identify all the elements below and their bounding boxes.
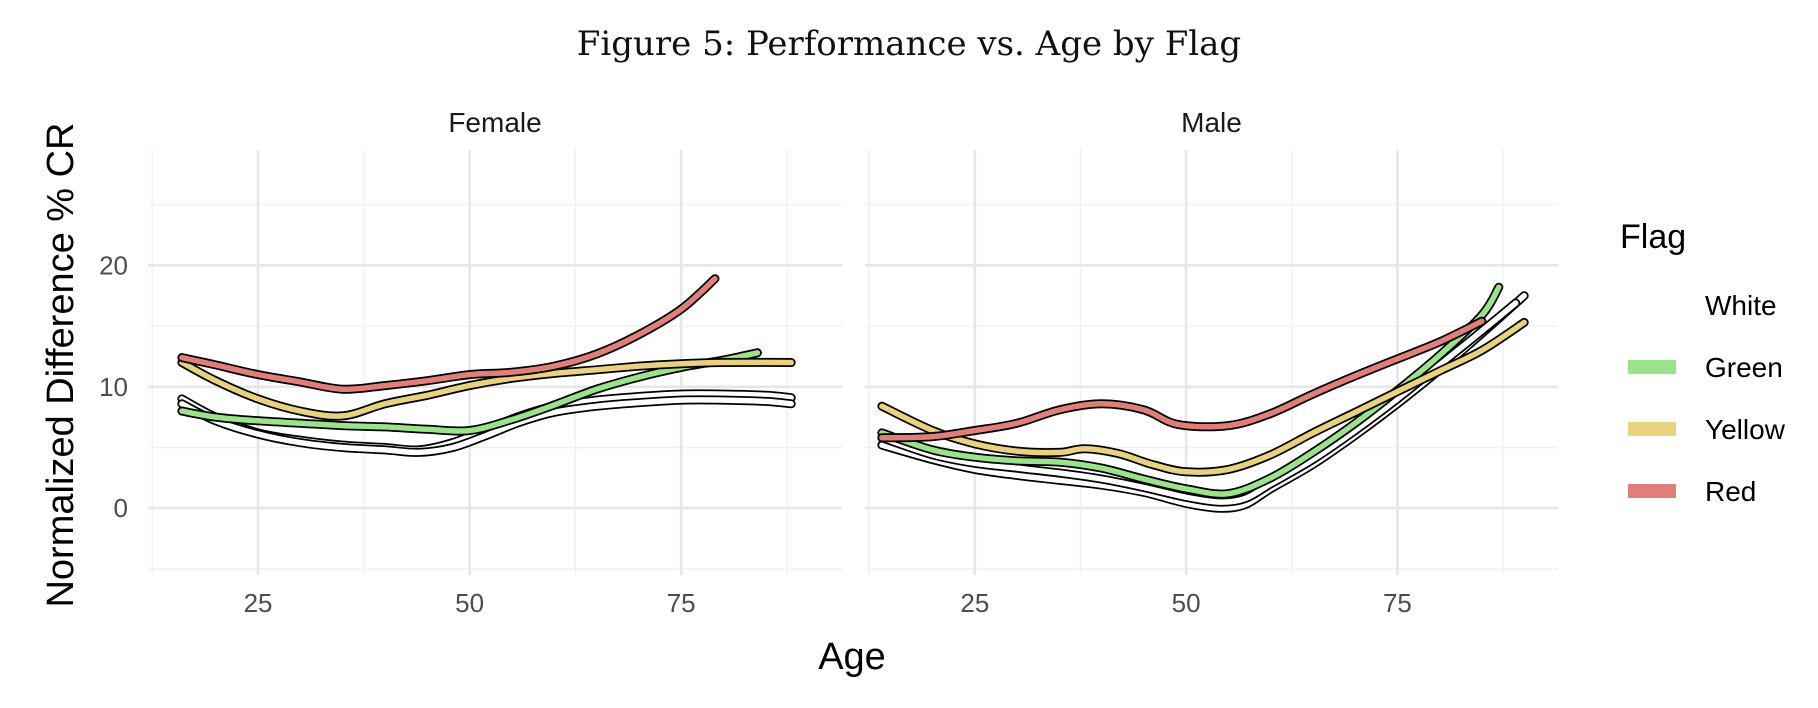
x-tick-label: 25 [960,588,989,618]
x-tick-label: 25 [244,588,273,618]
panel-strip-label: Female [448,107,541,138]
x-tick-label: 75 [1383,588,1412,618]
y-axis-label: Normalized Difference % CR [40,122,82,607]
series-line-yellow [177,357,796,421]
x-axis-label: Age [818,636,886,678]
chart-title: Figure 5: Performance vs. Age by Flag [577,24,1241,64]
series-line-green [877,282,1504,499]
y-tick-label: 10 [99,372,128,402]
legend-item-green: Green [1628,352,1783,383]
series-line-red [877,316,1487,443]
panel-strip-label: Male [1181,107,1242,138]
series-line-green [177,348,762,436]
y-tick-label: 20 [99,250,128,280]
panel-male: Male 25 50 75 [865,107,1558,618]
legend-label: White [1705,290,1777,321]
series-line-red [177,274,720,394]
legend-item-yellow: Yellow [1628,414,1786,445]
legend: Flag White Green Yellow Red [1620,218,1786,507]
legend-title: Flag [1620,218,1686,256]
legend-label: Yellow [1705,414,1786,445]
series-line-yellow [877,317,1529,477]
x-tick-label: 75 [667,588,696,618]
legend-label: Green [1705,352,1783,383]
y-tick-label: 0 [114,493,128,523]
legend-item-red: Red [1628,476,1756,507]
plot-panels: Female 25 50 75 0 10 20 Male 25 50 75 [99,107,1558,618]
panel-female: Female 25 50 75 0 10 20 [99,107,842,618]
x-tick-label: 50 [1172,588,1201,618]
x-tick-label: 50 [455,588,484,618]
series-line-white [177,395,796,457]
legend-item-white: White [1628,290,1777,321]
legend-label: Red [1705,476,1756,507]
